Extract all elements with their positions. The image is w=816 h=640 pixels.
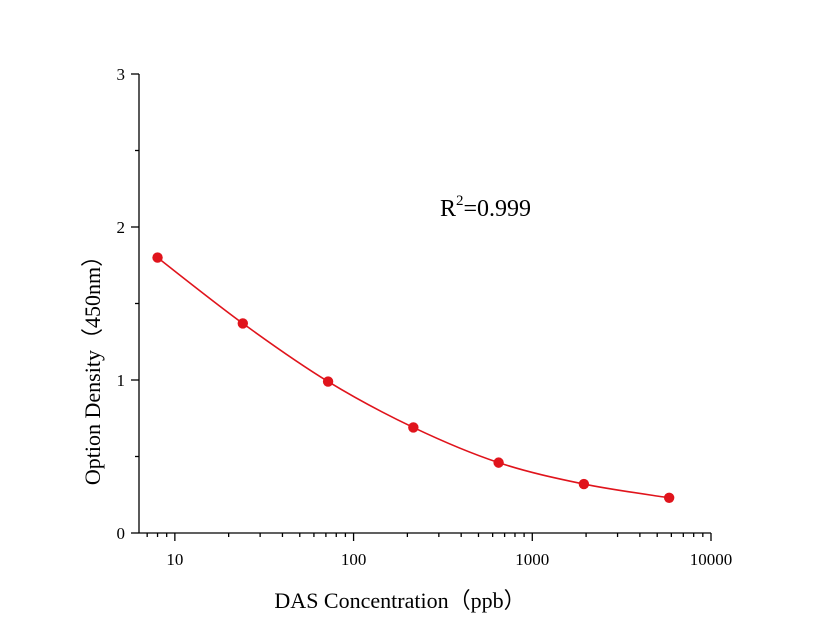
axes — [138, 74, 711, 534]
y-axis-title: Option Density（450nm） — [80, 245, 105, 485]
y-tick-label: 2 — [117, 218, 126, 237]
data-point — [322, 376, 334, 387]
x-tick-label: 10 — [166, 550, 183, 569]
r-squared-base: R — [440, 196, 456, 222]
data-point — [663, 492, 675, 504]
data-point — [408, 422, 419, 433]
x-tick-label: 1000 — [515, 550, 549, 569]
data-point — [237, 318, 249, 329]
x-ticks: 10 100 1000 10000 — [146, 533, 733, 569]
y-tick-label: 0 — [117, 524, 126, 543]
y-tick-label: 3 — [117, 65, 126, 84]
data-points — [152, 252, 675, 504]
data-point — [493, 457, 504, 468]
r-squared-value: =0.999 — [464, 196, 532, 222]
data-point — [578, 478, 590, 490]
x-tick-label: 10000 — [690, 550, 733, 569]
y-ticks: 0 1 2 3 — [117, 65, 139, 543]
data-point — [152, 252, 163, 263]
x-tick-label: 100 — [341, 550, 367, 569]
r-squared-exponent: 2 — [456, 193, 464, 209]
fit-curve — [157, 256, 670, 499]
x-axis-title: DAS Concentration（ppb） — [274, 588, 525, 613]
r-squared-annotation: R2=0.999 — [440, 193, 531, 222]
y-tick-label: 1 — [117, 371, 126, 390]
